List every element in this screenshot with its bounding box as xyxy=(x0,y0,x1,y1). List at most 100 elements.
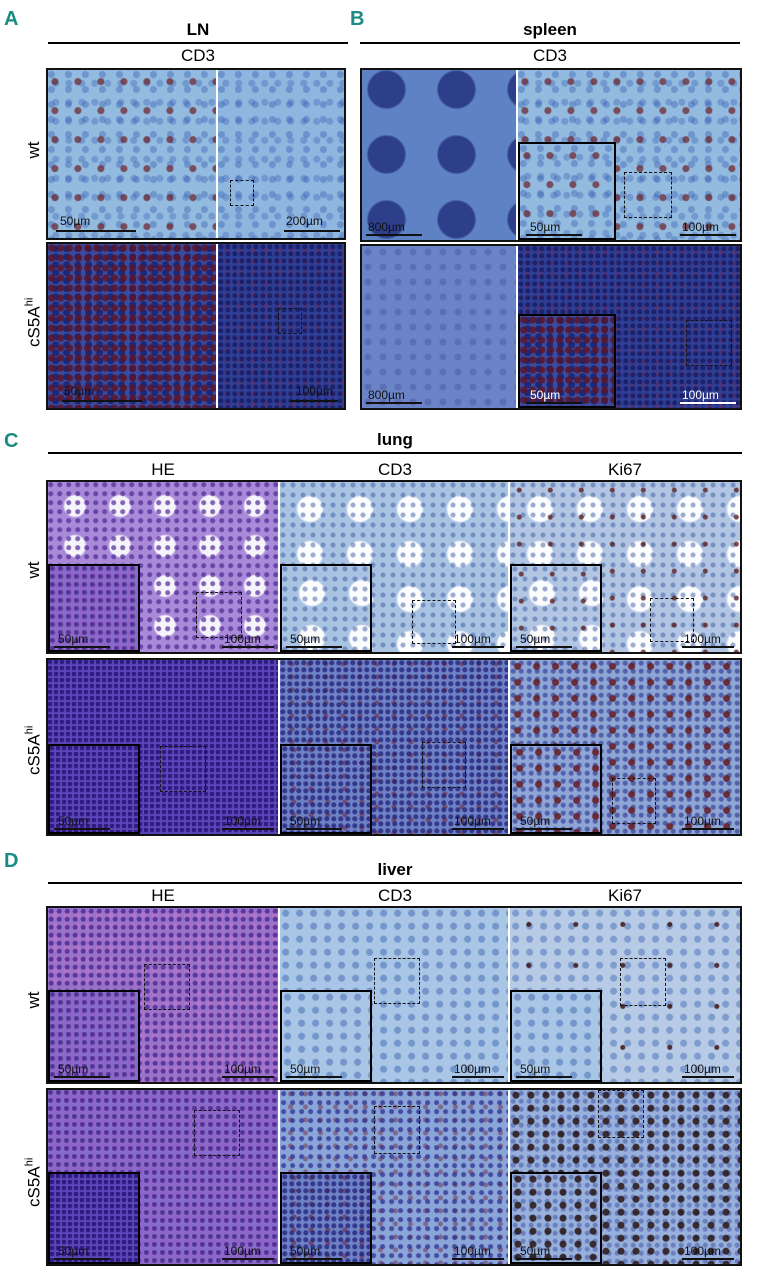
scale-bar xyxy=(516,1258,572,1260)
zoom-region-box xyxy=(196,592,242,638)
liver-mut-ki67-inset xyxy=(510,1172,602,1264)
scale-bar-label: 100µm xyxy=(224,1062,261,1076)
panel-c-col-he: HE xyxy=(151,460,175,479)
scale-bar xyxy=(222,1258,274,1260)
panel-b-title: spleen xyxy=(523,20,577,39)
scale-bar-label: 100µm xyxy=(684,1244,721,1258)
zoom-region-box xyxy=(650,598,694,642)
panel-a-stain: CD3 xyxy=(180,46,215,65)
liver-mut-cd3-inset xyxy=(280,1172,372,1264)
row-label-wt-d: wt xyxy=(24,991,43,1009)
liver-mut-frame: 50µm 100µm 50µm 100µm 50µm 100µm xyxy=(46,1088,742,1266)
panel-d-col-ki67: Ki67 xyxy=(607,886,643,905)
scale-bar xyxy=(290,400,338,402)
ln-mut-lowmag-image xyxy=(218,244,344,408)
panel-a-rule xyxy=(48,42,348,44)
zoom-region-box xyxy=(612,778,656,824)
scale-bar xyxy=(222,646,274,648)
ln-mut-highmag-image xyxy=(48,244,216,408)
row-label-wt-c: wt xyxy=(24,561,43,579)
scale-bar-label: 100µm xyxy=(454,1244,491,1258)
spleen-mut-lowmag-image xyxy=(362,246,516,408)
panel-d-title: liver xyxy=(377,860,413,879)
scale-bar xyxy=(54,828,110,830)
panel-b-stain: CD3 xyxy=(532,46,567,65)
lung-mut-ki67-inset xyxy=(510,744,602,834)
panel-c-title: lung xyxy=(377,430,413,449)
zoom-region-box xyxy=(160,746,206,792)
ln-mut-frame: 50µm 100µm xyxy=(46,242,346,410)
liver-wt-he-inset xyxy=(48,990,140,1082)
scale-bar xyxy=(284,230,340,232)
lung-mut-he-inset xyxy=(48,744,140,834)
panel-c-col-cd3: CD3 xyxy=(377,460,412,479)
scale-bar xyxy=(54,1076,110,1078)
zoom-region-box xyxy=(374,1106,420,1154)
scale-bar-label: 50µm xyxy=(58,1062,89,1076)
scale-bar xyxy=(680,402,736,404)
scale-bar-label: 50µm xyxy=(530,220,561,234)
zoom-region-box xyxy=(686,320,732,366)
spleen-mut-frame: 800µm 50µm 100µm xyxy=(360,244,742,410)
scale-bar-label: 50µm xyxy=(64,384,95,398)
scale-bar xyxy=(222,828,274,830)
scale-bar xyxy=(452,828,504,830)
scale-bar-label: 50µm xyxy=(60,214,91,228)
zoom-region-box xyxy=(374,958,420,1004)
panel-label-a: A xyxy=(4,8,19,30)
zoom-region-box xyxy=(422,742,466,788)
scale-bar-label: 50µm xyxy=(58,632,89,646)
scale-bar-label: 100µm xyxy=(454,632,491,646)
lung-wt-he-inset xyxy=(48,564,140,652)
row-label-mut-c: cS5Ahi xyxy=(23,725,44,775)
scale-bar-label: 200µm xyxy=(286,214,323,228)
liver-wt-frame: 50µm 100µm 50µm 100µm 50µm 100µm xyxy=(46,906,742,1084)
liver-wt-ki67-inset xyxy=(510,990,602,1082)
scale-bar-label: 100µm xyxy=(224,1244,261,1258)
scale-bar xyxy=(54,1258,110,1260)
scale-bar-label: 50µm xyxy=(520,1062,551,1076)
panel-label-d: D xyxy=(4,850,19,872)
scale-bar xyxy=(286,1258,342,1260)
lung-wt-ki67-inset xyxy=(510,564,602,652)
scale-bar xyxy=(452,1258,504,1260)
ln-wt-frame: 50µm 200µm xyxy=(46,68,346,240)
scale-bar-label: 100µm xyxy=(454,1062,491,1076)
scale-bar xyxy=(54,646,110,648)
scale-bar-label: 100µm xyxy=(684,814,721,828)
scale-bar-label: 100µm xyxy=(682,220,719,234)
ln-wt-highmag-image xyxy=(48,70,216,238)
zoom-region-box xyxy=(624,172,672,218)
scale-bar xyxy=(682,828,734,830)
scale-bar xyxy=(366,402,422,404)
zoom-region-box xyxy=(144,964,190,1010)
scale-bar xyxy=(526,402,582,404)
ln-wt-lowmag-image xyxy=(218,70,344,238)
scale-bar-label: 50µm xyxy=(520,814,551,828)
scale-bar xyxy=(516,828,572,830)
scale-bar-label: 100µm xyxy=(224,814,261,828)
spleen-wt-lowmag-image xyxy=(362,70,516,240)
scale-bar-label: 50µm xyxy=(520,1244,551,1258)
row-label-mut-a: cS5Ahi xyxy=(23,297,44,347)
scale-bar xyxy=(452,646,504,648)
scale-bar xyxy=(62,400,142,402)
scale-bar xyxy=(526,234,582,236)
panel-d-col-he: HE xyxy=(151,886,175,905)
spleen-wt-inset xyxy=(518,142,616,240)
scale-bar-label: 50µm xyxy=(58,814,89,828)
scale-bar xyxy=(286,1076,342,1078)
scale-bar-label: 50µm xyxy=(530,388,561,402)
scale-bar-label: 800µm xyxy=(368,220,405,234)
scale-bar-label: 100µm xyxy=(454,814,491,828)
zoom-region-box xyxy=(412,600,456,644)
panel-c-rule xyxy=(48,452,742,454)
scale-bar-label: 100µm xyxy=(684,1062,721,1076)
panel-a-title: LN xyxy=(186,20,210,39)
zoom-region-box xyxy=(278,308,302,334)
panel-label-c: C xyxy=(4,430,19,452)
scale-bar-label: 50µm xyxy=(520,632,551,646)
scale-bar xyxy=(452,1076,504,1078)
scale-bar-label: 100µm xyxy=(684,632,721,646)
lung-mut-cd3-inset xyxy=(280,744,372,834)
